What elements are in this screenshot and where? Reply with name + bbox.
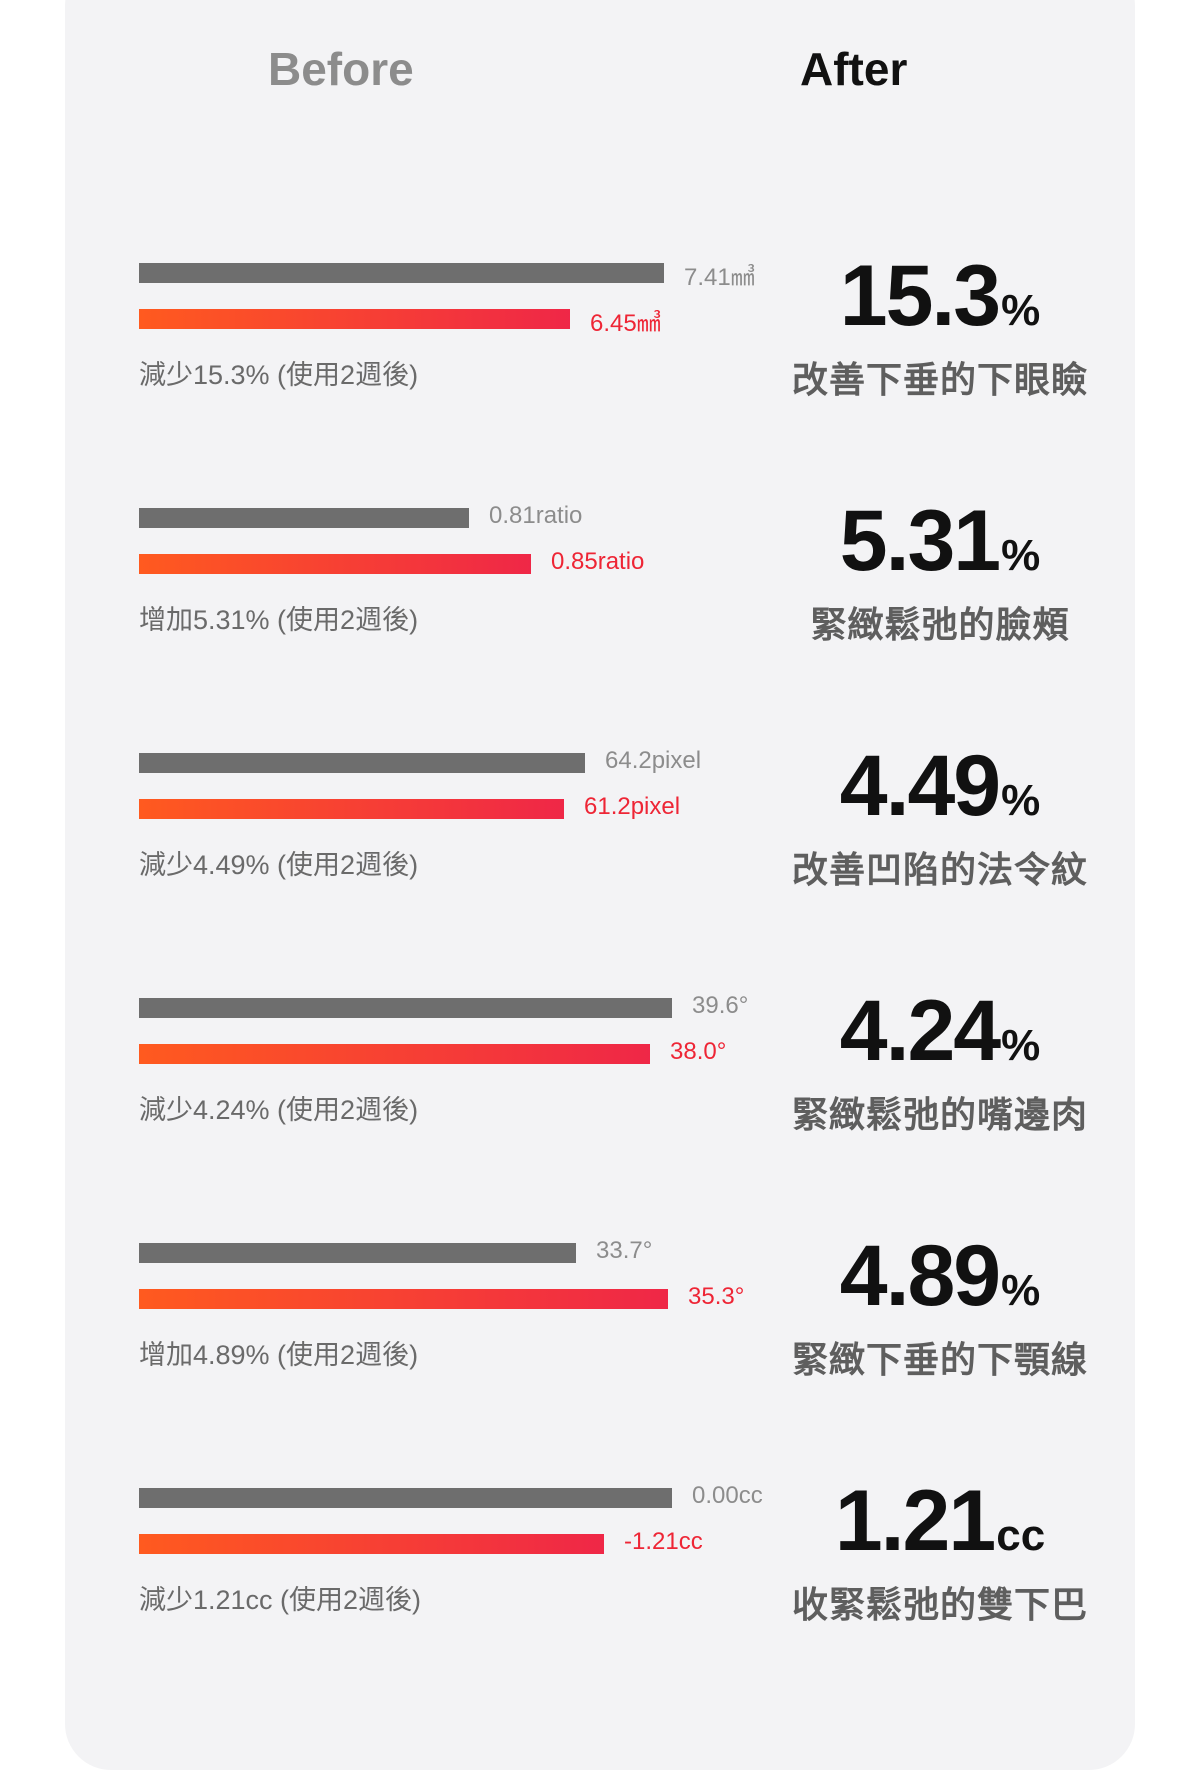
improvement-description: 緊緻下垂的下顎線 xyxy=(791,1339,1088,1380)
before-bar xyxy=(139,753,585,773)
improvement-value: 4.24% xyxy=(790,982,1090,1081)
after-value-label: 61.2pixel xyxy=(584,793,681,820)
change-caption: 減少4.24% (使用2週後) xyxy=(139,1095,419,1125)
after-value-label: -1.21cc xyxy=(624,1528,703,1555)
before-header: Before xyxy=(268,43,414,95)
improvement-unit: % xyxy=(1001,286,1041,335)
after-value-label: 35.3° xyxy=(688,1283,745,1310)
after-bar xyxy=(139,309,570,329)
comparison-card xyxy=(65,0,1135,1770)
improvement-description: 緊緻鬆弛的臉頰 xyxy=(810,604,1070,645)
after-bar xyxy=(139,799,564,819)
improvement-unit: % xyxy=(1001,531,1041,580)
improvement-unit: % xyxy=(1001,1266,1041,1315)
improvement-description: 改善凹陷的法令紋 xyxy=(791,849,1088,890)
before-bar xyxy=(139,1243,576,1263)
after-bar xyxy=(139,554,531,574)
improvement-description: 改善下垂的下眼瞼 xyxy=(791,359,1088,400)
improvement-value: 4.49% xyxy=(790,737,1090,836)
after-bar xyxy=(139,1534,604,1554)
improvement-number: 1.21 xyxy=(834,1473,996,1569)
before-value-label: 39.6° xyxy=(692,992,749,1019)
after-header: After xyxy=(800,43,908,95)
metric-row: 39.6° 38.0° 減少4.24% (使用2週後) 4.24% 緊緻鬆弛的嘴邊肉 xyxy=(0,983,1200,1188)
before-value-label: 0.00cc xyxy=(692,1482,763,1509)
improvement-number: 4.24 xyxy=(839,983,1001,1079)
improvement-unit: cc xyxy=(996,1511,1046,1560)
improvement-unit: % xyxy=(1001,776,1041,825)
improvement-value: 4.89% xyxy=(790,1227,1090,1326)
improvement-value: 15.3% xyxy=(790,247,1090,346)
improvement-number: 5.31 xyxy=(839,493,1001,589)
metric-row: 64.2pixel 61.2pixel 減少4.49% (使用2週後) 4.49% 改善… xyxy=(0,738,1200,943)
before-bar xyxy=(139,998,672,1018)
improvement-number: 15.3 xyxy=(839,248,1001,344)
after-bar xyxy=(139,1289,668,1309)
before-bar xyxy=(139,1488,672,1508)
change-caption: 增加5.31% (使用2週後) xyxy=(139,605,419,635)
improvement-number: 4.49 xyxy=(839,738,1001,834)
after-value-label: 6.45㎣ xyxy=(590,310,661,337)
before-value-label: 64.2pixel xyxy=(605,747,702,774)
improvement-value: 1.21cc xyxy=(790,1472,1090,1571)
before-value-label: 7.41㎣ xyxy=(684,264,755,291)
change-caption: 減少1.21cc (使用2週後) xyxy=(139,1585,422,1615)
change-caption: 減少15.3% (使用2週後) xyxy=(139,360,419,390)
improvement-description: 緊緻鬆弛的嘴邊肉 xyxy=(791,1094,1088,1135)
improvement-description: 收緊鬆弛的雙下巴 xyxy=(791,1584,1088,1625)
before-bar xyxy=(139,263,664,283)
metric-row: 0.81ratio 0.85ratio 增加5.31% (使用2週後) 5.31% 緊緻… xyxy=(0,493,1200,698)
change-caption: 減少4.49% (使用2週後) xyxy=(139,850,419,880)
metric-row: 33.7° 35.3° 增加4.89% (使用2週後) 4.89% 緊緻下垂的下顎線 xyxy=(0,1228,1200,1433)
before-value-label: 33.7° xyxy=(596,1237,653,1264)
improvement-value: 5.31% xyxy=(790,492,1090,591)
metric-row: 0.00cc -1.21cc 減少1.21cc (使用2週後) 1.21cc 收緊鬆弛的… xyxy=(0,1473,1200,1678)
before-bar xyxy=(139,508,469,528)
improvement-number: 4.89 xyxy=(839,1228,1001,1324)
before-value-label: 0.81ratio xyxy=(489,502,583,529)
improvement-unit: % xyxy=(1001,1021,1041,1070)
after-value-label: 38.0° xyxy=(670,1038,727,1065)
after-bar xyxy=(139,1044,650,1064)
change-caption: 增加4.89% (使用2週後) xyxy=(139,1340,419,1370)
after-value-label: 0.85ratio xyxy=(551,548,645,575)
